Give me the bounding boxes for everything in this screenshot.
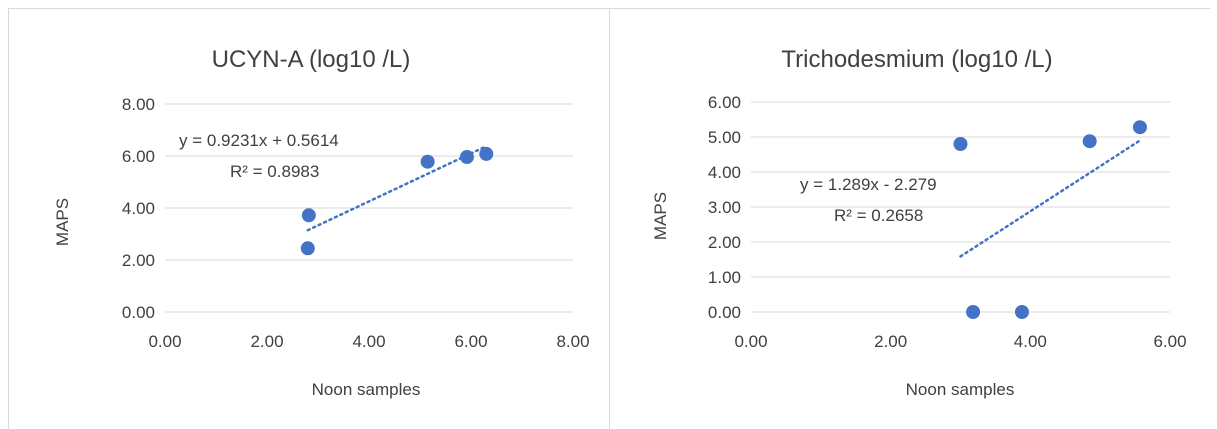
data-point (459, 150, 474, 165)
y-tick-labels: 0.00 1.00 2.00 3.00 4.00 5.00 6.00 (708, 93, 741, 322)
trendline-equation: y = 1.289x - 2.279 (800, 175, 937, 194)
gridlines (751, 101, 1170, 313)
x-tick-label: 0.00 (148, 332, 181, 351)
data-point (966, 305, 981, 319)
data-point (1014, 305, 1029, 319)
trendline (959, 139, 1142, 258)
y-tick-label: 2.00 (122, 251, 155, 270)
trendline-group (306, 144, 488, 232)
data-point (301, 208, 316, 223)
data-point (420, 154, 435, 169)
y-tick-label: 3.00 (708, 198, 741, 217)
y-axis-label: MAPS (53, 198, 72, 246)
x-tick-label: 6.00 (1153, 332, 1186, 351)
ucyn-a-chart: UCYN-A (log10 /L) 0.00 2.00 4.00 6.00 8.00 0… (53, 46, 590, 399)
trichodesmium-chart: Trichodesmium (log10 /L) 0.00 1.00 2.00 3.0… (651, 46, 1187, 399)
x-tick-label: 0.00 (734, 332, 767, 351)
data-points (953, 120, 1147, 319)
data-point (300, 241, 315, 256)
x-tick-label: 2.00 (874, 332, 907, 351)
y-tick-label: 5.00 (708, 128, 741, 147)
y-tick-label: 6.00 (122, 147, 155, 166)
y-axis-label: MAPS (651, 192, 670, 240)
trendline-group (959, 139, 1142, 258)
y-tick-labels: 0.00 2.00 4.00 6.00 8.00 (122, 95, 155, 322)
chart-title: Trichodesmium (log10 /L) (781, 46, 1052, 73)
x-tick-label: 4.00 (1014, 332, 1047, 351)
data-point (1132, 120, 1147, 135)
y-tick-label: 2.00 (708, 233, 741, 252)
x-tick-label: 6.00 (454, 332, 487, 351)
y-tick-label: 4.00 (122, 199, 155, 218)
r-squared-label: R² = 0.8983 (230, 162, 319, 181)
y-tick-label: 4.00 (708, 163, 741, 182)
y-tick-label: 0.00 (708, 303, 741, 322)
trendline (306, 144, 488, 232)
x-axis-label: Noon samples (312, 380, 421, 399)
data-points (300, 146, 494, 256)
y-tick-label: 1.00 (708, 268, 741, 287)
y-tick-label: 6.00 (708, 93, 741, 112)
data-point (953, 137, 968, 151)
data-point (479, 146, 494, 161)
chart-panel-trichodesmium: Trichodesmium (log10 /L) 0.00 1.00 2.00 3.0… (609, 8, 1210, 429)
chart-panel-ucyn-a: UCYN-A (log10 /L) 0.00 2.00 4.00 6.00 8.00 0… (8, 8, 609, 429)
x-tick-labels: 0.00 2.00 4.00 6.00 8.00 (148, 332, 589, 351)
y-tick-label: 0.00 (122, 303, 155, 322)
x-tick-labels: 0.00 2.00 4.00 6.00 (734, 332, 1186, 351)
y-tick-label: 8.00 (122, 95, 155, 114)
x-tick-label: 4.00 (352, 332, 385, 351)
chart-title: UCYN-A (log10 /L) (212, 46, 411, 73)
x-tick-label: 8.00 (556, 332, 589, 351)
gridlines (165, 103, 573, 313)
x-tick-label: 2.00 (250, 332, 283, 351)
r-squared-label: R² = 0.2658 (834, 206, 923, 225)
trendline-equation: y = 0.9231x + 0.5614 (179, 131, 339, 150)
data-point (1082, 134, 1097, 149)
x-axis-label: Noon samples (906, 380, 1015, 399)
